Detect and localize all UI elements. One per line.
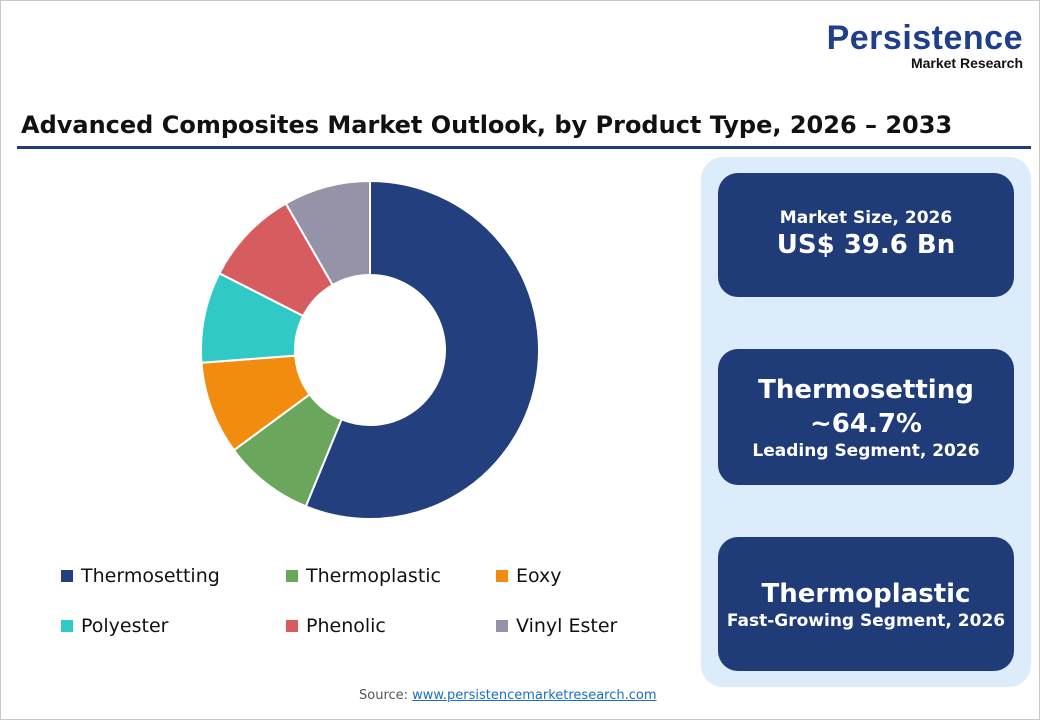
source: Source: www.persistencemarketresearch.co…: [359, 688, 657, 703]
fast-growing-card: Thermoplastic Fast-Growing Segment, 2026: [718, 537, 1014, 671]
legend-label: Thermosetting: [81, 565, 220, 587]
legend: Thermosetting Thermoplastic Eoxy Polyester P…: [61, 563, 681, 639]
legend-item: Phenolic: [286, 613, 496, 639]
slice-thermosetting: [304, 179, 540, 520]
legend-swatch: [286, 620, 298, 632]
logo-line2: Market Research: [910, 55, 1023, 71]
legend-label: Vinyl Ester: [516, 615, 618, 637]
card-label: Thermoplastic: [761, 579, 971, 609]
card-sub: Fast-Growing Segment, 2026: [726, 611, 1006, 631]
legend-item: Eoxy: [496, 563, 676, 589]
legend-item: Thermoplastic: [286, 563, 496, 589]
legend-swatch: [496, 570, 508, 582]
leading-segment-card: Thermosetting ~64.7% Leading Segment, 20…: [718, 349, 1014, 485]
legend-swatch: [286, 570, 298, 582]
title-divider: [17, 146, 1031, 149]
chart-title: Advanced Composites Market Outlook, by P…: [21, 111, 953, 139]
legend-label: Eoxy: [516, 565, 562, 587]
card-value: US$ 39.6 Bn: [776, 230, 956, 260]
logo-line1: Persistence: [826, 19, 1023, 57]
legend-swatch: [496, 620, 508, 632]
logo: Persistence Market Research: [827, 21, 1023, 71]
card-label: Market Size, 2026: [779, 208, 953, 228]
legend-swatch: [61, 620, 73, 632]
legend-label: Polyester: [81, 615, 169, 637]
slice-vinyl-ester: [284, 179, 371, 287]
donut-chart: [200, 179, 540, 520]
card-sub: Leading Segment, 2026: [752, 441, 980, 461]
legend-swatch: [61, 570, 73, 582]
legend-label: Phenolic: [306, 615, 386, 637]
source-link[interactable]: www.persistencemarketresearch.com: [412, 688, 657, 703]
market-size-card: Market Size, 2026 US$ 39.6 Bn: [718, 173, 1014, 297]
legend-item: Vinyl Ester: [496, 613, 676, 639]
card-value: ~64.7%: [810, 409, 922, 439]
legend-item: Thermosetting: [61, 563, 286, 589]
legend-item: Polyester: [61, 613, 286, 639]
card-label: Thermosetting: [758, 375, 974, 405]
source-label: Source:: [359, 688, 409, 703]
legend-label: Thermoplastic: [306, 565, 442, 587]
summary-panel: Market Size, 2026 US$ 39.6 Bn Thermosett…: [701, 157, 1031, 687]
